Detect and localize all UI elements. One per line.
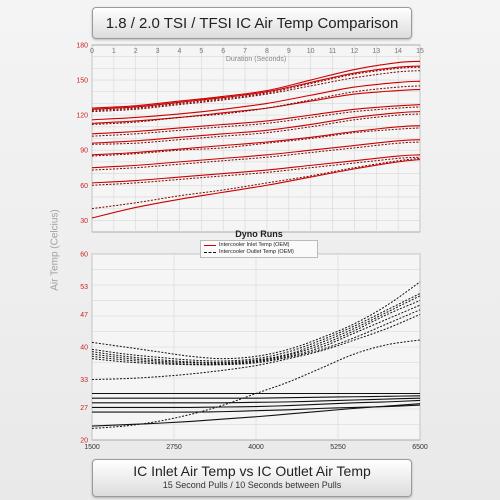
inlet-x-tick-9: 9 [287, 48, 291, 55]
legend-title: Dyno Runs [235, 229, 283, 239]
inlet-y-tick-2: 90 [80, 148, 88, 155]
inlet-y-tick-0: 30 [80, 218, 88, 225]
inlet-x-tick-7: 7 [243, 48, 247, 55]
outlet-series-dashed-4 [91, 304, 421, 365]
outlet-x-tick-1: 2750 [166, 444, 182, 451]
outlet-y-tick-5: 53 [80, 284, 88, 291]
inlet-series-dashed-1 [91, 70, 421, 113]
outlet-series-dashed-6 [91, 313, 421, 381]
inlet-x-tick-11: 11 [329, 48, 336, 55]
inlet-x-tick-8: 8 [265, 48, 269, 55]
inlet-series-dashed-8 [91, 157, 421, 210]
inlet-y-tick-4: 150 [76, 78, 88, 85]
outlet-series-solid-3 [92, 399, 421, 409]
inlet-x-tick-6: 6 [221, 48, 225, 55]
chart-title-box: 1.8 / 2.0 TSI / TFSI IC Air Temp Compari… [92, 7, 412, 39]
outlet-series-dashed-0 [91, 281, 421, 360]
inlet-y-tick-3: 120 [76, 113, 88, 120]
legend-label-inlet: Intercooler Inlet Temp (OEM) [219, 242, 290, 248]
inlet-series-solid-8 [91, 154, 421, 184]
legend-box: Intercooler Inlet Temp (OEM) Intercooler… [200, 240, 318, 258]
inlet-x-tick-0: 0 [90, 48, 94, 55]
inlet-x-axis-label: Duration (Seconds) [226, 56, 286, 63]
outlet-series-dashed-3 [91, 300, 421, 364]
inlet-series-dashed-6 [91, 141, 421, 171]
bottom-subtitle: 15 Second Pulls / 10 Seconds between Pul… [162, 480, 342, 490]
inlet-x-tick-14: 14 [394, 48, 402, 55]
inlet-x-tick-5: 5 [199, 48, 203, 55]
outlet-y-tick-0: 20 [80, 438, 88, 445]
bottom-title-box: IC Inlet Air Temp vs IC Outlet Air Temp … [92, 459, 412, 497]
inlet-series-dashed-3 [91, 106, 421, 137]
chart-title: 1.8 / 2.0 TSI / TFSI IC Air Temp Compari… [105, 14, 399, 32]
inlet-series-solid-5 [91, 111, 421, 144]
inlet-x-tick-2: 2 [134, 48, 138, 55]
outlet-x-tick-4: 6500 [412, 444, 428, 451]
inlet-series-solid-6 [91, 125, 421, 156]
inlet-x-tick-12: 12 [351, 48, 359, 55]
inlet-series-dashed-5 [91, 127, 421, 157]
legend-swatch-outlet [204, 252, 216, 253]
inlet-series-solid-4 [91, 104, 421, 135]
inlet-x-tick-15: 15 [416, 48, 424, 55]
inlet-series-solid-7 [91, 139, 421, 169]
outlet-series-dashed-1 [91, 293, 421, 362]
inlet-series-solid-1 [91, 65, 421, 110]
outlet-y-tick-6: 60 [80, 252, 88, 259]
inlet-series-dashed-7 [91, 156, 421, 186]
inlet-x-tick-4: 4 [178, 48, 182, 55]
inlet-series-solid-9 [91, 158, 421, 219]
inlet-series-dashed-2 [91, 85, 421, 125]
outlet-x-tick-0: 1500 [84, 444, 100, 451]
outlet-series-dashed-7 [91, 339, 421, 429]
outlet-y-tick-1: 27 [80, 405, 88, 412]
outlet-series-solid-2 [92, 397, 421, 404]
legend-label-outlet: Intercooler Outlet Temp (OEM) [219, 249, 294, 255]
outlet-series-solid-1 [92, 395, 421, 399]
inlet-series-solid-2 [91, 80, 421, 121]
legend: Dyno Runs Intercooler Inlet Temp (OEM) I… [200, 229, 318, 258]
legend-entry-outlet: Intercooler Outlet Temp (OEM) [204, 249, 314, 256]
inlet-series-solid-0 [91, 60, 421, 109]
inlet-series-dashed-0 [91, 66, 421, 111]
inlet-x-tick-1: 1 [112, 48, 116, 55]
outlet-x-tick-2: 4000 [248, 444, 264, 451]
outlet-series-dashed-2 [91, 295, 421, 363]
inlet-x-tick-3: 3 [156, 48, 160, 55]
inlet-series-dashed-4 [91, 113, 421, 145]
outlet-series-dashed-5 [91, 309, 421, 366]
outlet-y-tick-4: 47 [80, 312, 88, 319]
outlet-y-tick-2: 33 [80, 377, 88, 384]
inlet-x-tick-10: 10 [307, 48, 315, 55]
inlet-y-tick-1: 60 [80, 183, 88, 190]
outlet-series-solid-5 [91, 403, 421, 427]
legend-entry-inlet: Intercooler Inlet Temp (OEM) [204, 242, 314, 249]
outlet-y-tick-3: 40 [80, 345, 88, 352]
outlet-x-tick-3: 5250 [330, 444, 346, 451]
inlet-y-tick-5: 180 [76, 43, 88, 50]
legend-swatch-inlet [204, 245, 216, 246]
inlet-x-tick-13: 13 [372, 48, 380, 55]
bottom-title: IC Inlet Air Temp vs IC Outlet Air Temp [133, 463, 371, 479]
